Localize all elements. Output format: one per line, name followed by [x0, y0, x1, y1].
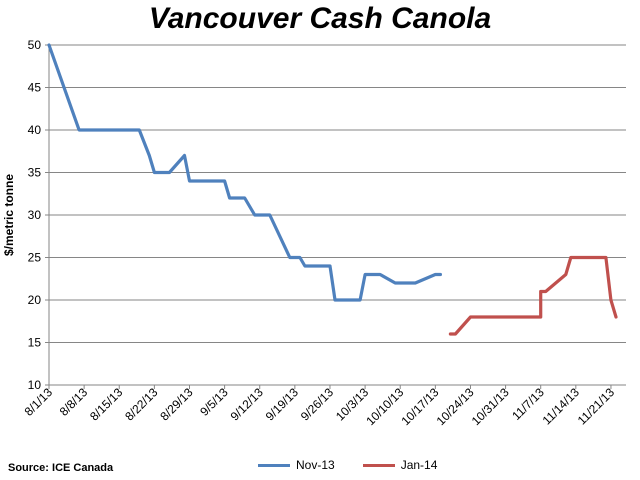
series-line-jan14	[448, 255, 618, 336]
ytick-label-10: 10	[28, 378, 42, 392]
chart-title: Vancouver Cash Canola	[148, 2, 492, 35]
xtick-label-3: 8/22/13	[122, 385, 160, 423]
xtick-label-5: 9/5/13	[197, 385, 231, 419]
legend: Nov-13 Jan-14	[258, 458, 437, 472]
xtick-label-1: 8/8/13	[57, 385, 91, 419]
xtick-label-2: 8/15/13	[87, 385, 125, 423]
ytick-label-50: 50	[28, 38, 42, 52]
gridlines	[49, 44, 626, 386]
xtick-label-12: 10/24/13	[434, 385, 477, 428]
series-line-nov13	[47, 43, 442, 302]
ytick-label-45: 45	[28, 81, 42, 95]
ytick-label-25: 25	[28, 251, 42, 265]
source-note: Source: ICE Canada	[8, 462, 114, 474]
legend-swatch-jan14	[362, 463, 395, 467]
xtick-label-7: 9/19/13	[263, 385, 301, 423]
xtick-label-4: 8/29/13	[157, 385, 195, 423]
legend-label-nov13: Nov-13	[296, 458, 335, 472]
xtick-label-8: 9/26/13	[298, 385, 336, 423]
legend-swatch-nov13	[258, 463, 290, 467]
xtick-label-16: 11/21/13	[575, 385, 618, 428]
series-lines	[47, 43, 618, 336]
xtick-label-13: 10/31/13	[469, 385, 512, 428]
y-tick-labels: 10 15 20 25 30 35 40 45 50	[28, 38, 42, 392]
ytick-label-20: 20	[28, 293, 42, 307]
x-tick-labels: 8/1/13 8/8/138/15/138/22/138/29/13 9/5/139…	[22, 385, 618, 428]
ytick-label-35: 35	[28, 166, 42, 180]
ytick-label-30: 30	[28, 208, 42, 222]
ytick-label-15: 15	[28, 336, 42, 350]
xtick-label-11: 10/17/13	[399, 385, 442, 428]
legend-item-jan14: Jan-14	[362, 458, 438, 472]
legend-item-nov13: Nov-13	[258, 458, 335, 472]
axes	[45, 44, 626, 389]
xtick-label-10: 10/10/13	[363, 385, 406, 428]
ytick-label-40: 40	[28, 123, 42, 137]
legend-label-jan14: Jan-14	[400, 458, 438, 472]
xtick-label-15: 11/14/13	[540, 385, 583, 428]
y-axis-title: $/metric tonne	[2, 174, 16, 256]
xtick-label-6: 9/12/13	[228, 385, 266, 423]
